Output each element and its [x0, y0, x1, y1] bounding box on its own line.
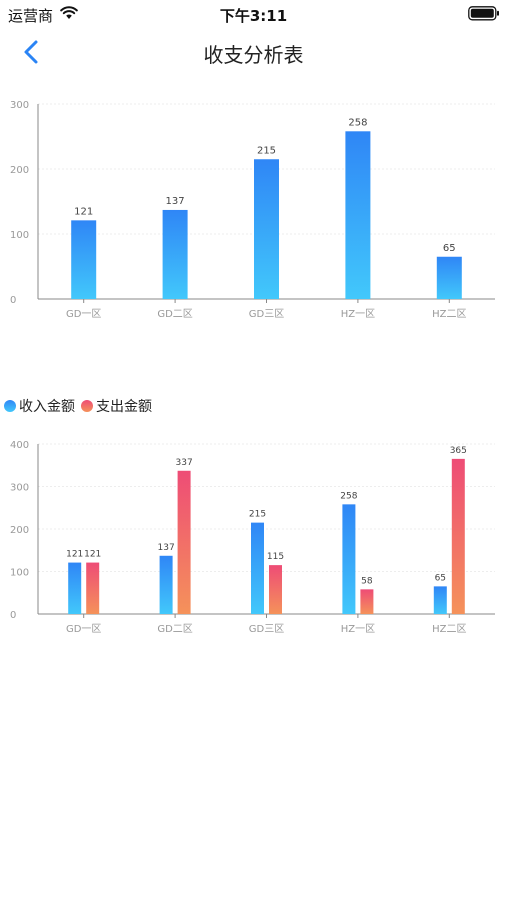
bar: [433, 586, 447, 614]
legend-label-income: 收入金额: [19, 399, 75, 415]
bar: [345, 131, 371, 299]
y-tick-label: 200: [10, 165, 29, 176]
status-time: 下午3:11: [219, 7, 288, 25]
x-tick-label: HZ一区: [341, 623, 375, 635]
bar: [251, 522, 264, 614]
bar: [360, 589, 374, 614]
x-tick-label: HZ一区: [341, 308, 375, 320]
bar: [71, 220, 97, 299]
navigation-bar: 收支分析表: [0, 28, 507, 76]
data-label: 137: [158, 543, 175, 553]
bar: [162, 209, 188, 299]
x-tick-label: GD一区: [66, 308, 101, 320]
data-label: 337: [176, 458, 193, 468]
y-tick-label: 0: [10, 295, 16, 306]
data-label: 258: [348, 117, 367, 128]
bar: [451, 458, 465, 614]
y-tick-label: 300: [10, 483, 29, 494]
data-label: 215: [257, 145, 276, 156]
data-label: 65: [443, 243, 456, 254]
income-bar-chart: 0 100 200 300 GD一区 121 GD二区 137 GD三区 215 HZ一区 258 HZ…: [10, 100, 495, 320]
bar: [254, 159, 279, 299]
x-tick-label: GD三区: [249, 623, 284, 635]
battery-icon: [468, 6, 499, 21]
legend-item-income: 收入金额: [4, 396, 75, 416]
y-tick-label: 100: [10, 230, 29, 241]
x-tick-label: HZ二区: [432, 623, 466, 635]
data-label: 121: [74, 206, 93, 217]
data-label: 258: [340, 491, 357, 501]
data-label: 365: [450, 446, 467, 456]
y-tick-label: 100: [10, 568, 29, 579]
page-title: 收支分析表: [203, 43, 304, 67]
y-tick-label: 400: [10, 440, 29, 451]
data-label: 65: [435, 573, 446, 583]
legend-label-expense: 支出金额: [96, 399, 152, 415]
bar: [86, 562, 100, 614]
chevron-left-icon: [24, 40, 38, 64]
legend-dot-expense: [81, 400, 93, 412]
data-label: 115: [267, 552, 284, 562]
x-tick-label: HZ二区: [432, 308, 466, 320]
bar: [342, 504, 356, 614]
status-bar: 运营商 下午3:11: [0, 0, 507, 28]
bar: [159, 555, 173, 614]
x-tick-label: GD二区: [157, 308, 192, 320]
chart-legend: 收入金额 支出金额: [4, 396, 158, 416]
y-tick-label: 300: [10, 100, 29, 111]
data-label: 137: [166, 196, 185, 207]
x-tick-label: GD一区: [66, 623, 101, 635]
x-tick-label: GD三区: [249, 308, 284, 320]
data-label: 58: [361, 576, 373, 586]
bar: [177, 470, 191, 614]
data-label: 121: [84, 550, 101, 560]
back-button[interactable]: [18, 36, 48, 68]
bar: [269, 565, 282, 614]
bar: [68, 562, 82, 614]
income-expense-bar-chart: 0 100 200 300 400 GD一区 121 121 GD二区 137 337 GD三区 215…: [10, 440, 495, 635]
legend-dot-income: [4, 400, 16, 412]
y-tick-label: 200: [10, 525, 29, 536]
y-tick-label: 0: [10, 610, 16, 621]
carrier-label: 运营商: [8, 7, 54, 25]
data-label: 215: [249, 510, 266, 520]
bar: [436, 256, 462, 299]
legend-item-expense: 支出金额: [81, 396, 152, 416]
wifi-icon: [60, 6, 78, 19]
x-tick-label: GD二区: [157, 623, 192, 635]
data-label: 121: [66, 550, 83, 560]
